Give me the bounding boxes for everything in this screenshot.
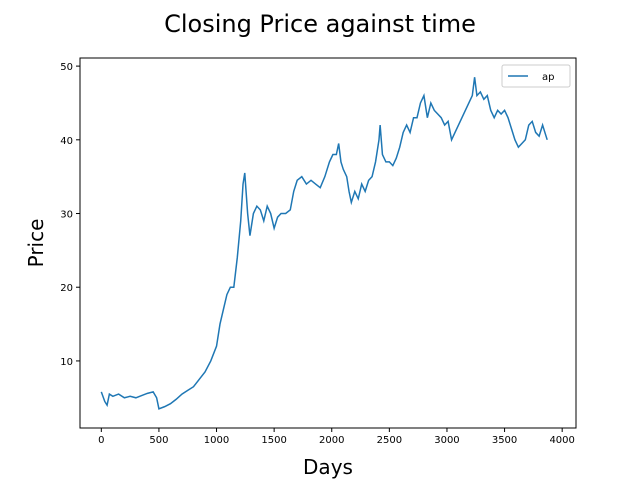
x-tick-label: 2500	[377, 435, 402, 446]
plot-frame	[79, 57, 577, 429]
x-tick-label: 3000	[434, 435, 459, 446]
x-axis-label: Days	[303, 455, 353, 479]
y-tick-label: 50	[60, 62, 73, 73]
y-tick-label: 30	[60, 210, 73, 221]
x-tick-label: 3500	[492, 435, 517, 446]
legend-label: ap	[542, 72, 554, 83]
price-line	[100, 77, 548, 410]
y-axis-label: Price	[24, 219, 48, 268]
y-tick-label: 40	[60, 136, 73, 147]
x-tick-label: 1500	[261, 435, 286, 446]
x-tick-label: 1000	[204, 435, 229, 446]
x-tick-label: 4000	[549, 435, 574, 446]
y-tick-label: 10	[60, 357, 73, 368]
chart-title: Closing Price against time	[164, 10, 476, 38]
x-tick-label: 2000	[319, 435, 344, 446]
legend-box	[501, 64, 571, 88]
x-tick-label: 0	[98, 435, 104, 446]
x-tick-label: 500	[149, 435, 168, 446]
y-tick-label: 20	[60, 283, 73, 294]
